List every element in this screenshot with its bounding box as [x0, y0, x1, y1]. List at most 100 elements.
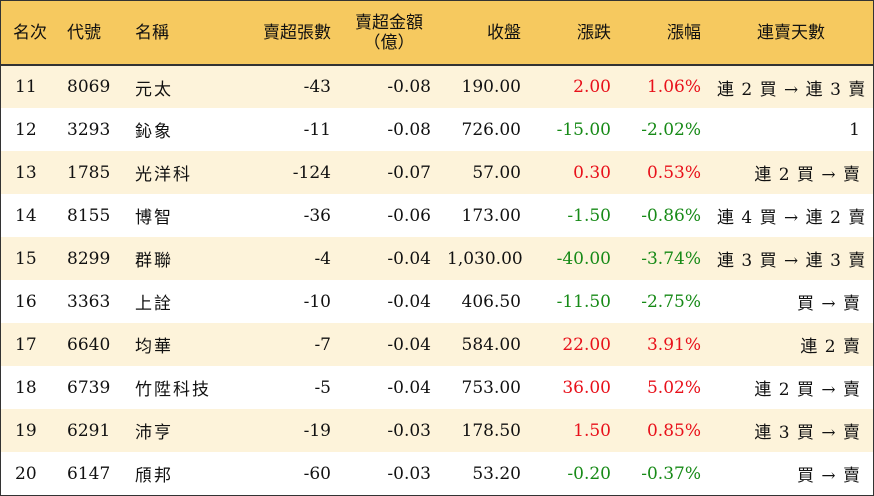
cell-change: 2.00	[573, 77, 611, 97]
cell-name: 群聯	[135, 251, 173, 271]
table-row: 14 8155 博智 -36 -0.06 173.00 -1.50 -0.86%…	[1, 194, 873, 237]
cell-rank: 12	[15, 119, 37, 140]
cell-code: 1785	[67, 162, 111, 183]
cell-net-sell-lots: -4	[314, 248, 331, 269]
header-close: 收盤	[487, 22, 521, 43]
header-net-sell-lots: 賣超張數	[263, 22, 331, 43]
cell-net-sell-lots: -11	[303, 119, 331, 140]
cell-name: 均華	[135, 337, 173, 357]
table-header-row: 名次 代號 名稱 賣超張數 賣超金額 （億） 收盤 漲跌 漲幅 連賣天數	[1, 1, 873, 65]
cell-net-sell-amount: -0.07	[387, 162, 431, 183]
header-net-sell-amount-line2: （億）	[363, 32, 415, 53]
cell-rank: 15	[15, 248, 37, 269]
cell-close: 584.00	[461, 334, 521, 355]
table-row: 15 8299 群聯 -4 -0.04 1,030.00 -40.00 -3.7…	[1, 237, 873, 280]
cell-name: 鈊象	[135, 122, 173, 142]
header-name: 名稱	[135, 22, 169, 43]
cell-name: 沛亨	[135, 423, 173, 443]
cell-change: -0.20	[567, 463, 611, 484]
table-row: 20 6147 頎邦 -60 -0.03 53.20 -0.20 -0.37% …	[1, 452, 873, 495]
cell-close: 173.00	[461, 205, 521, 226]
cell-streak: 連 2 買 → 連 3 賣	[717, 79, 867, 100]
cell-streak: 買 → 賣	[796, 466, 861, 486]
cell-change: 36.00	[562, 377, 611, 398]
cell-code: 6640	[67, 334, 111, 355]
table-row: 18 6739 竹陞科技 -5 -0.04 753.00 36.00 5.02%…	[1, 366, 873, 409]
cell-net-sell-amount: -0.08	[387, 77, 431, 97]
cell-close: 190.00	[461, 77, 521, 97]
cell-net-sell-amount: -0.04	[387, 377, 431, 398]
cell-net-sell-lots: -5	[314, 377, 331, 398]
cell-code: 6147	[67, 463, 111, 484]
header-change-pct: 漲幅	[667, 22, 701, 43]
cell-streak: 連 3 買 → 賣	[754, 423, 861, 443]
cell-rank: 14	[15, 205, 37, 226]
cell-name: 元太	[135, 79, 173, 100]
cell-net-sell-amount: -0.03	[387, 463, 431, 484]
cell-close: 1,030.00	[447, 248, 523, 269]
cell-change: -40.00	[556, 248, 611, 269]
cell-code: 8069	[67, 77, 111, 97]
cell-code: 3363	[67, 291, 111, 312]
cell-net-sell-lots: -43	[303, 77, 331, 97]
cell-streak: 1	[849, 119, 861, 140]
cell-close: 178.50	[461, 420, 521, 441]
cell-code: 6291	[67, 420, 111, 441]
cell-name: 頎邦	[135, 466, 173, 486]
cell-code: 8155	[67, 205, 111, 226]
cell-change: -15.00	[556, 119, 611, 140]
cell-net-sell-amount: -0.03	[387, 420, 431, 441]
cell-close: 726.00	[461, 119, 521, 140]
cell-net-sell-lots: -10	[303, 291, 331, 312]
cell-rank: 16	[15, 291, 37, 312]
cell-change-pct: -0.86%	[641, 205, 701, 226]
cell-change-pct: 1.06%	[646, 77, 701, 97]
cell-change-pct: -0.37%	[641, 463, 701, 484]
cell-streak: 連 3 買 → 連 3 賣	[717, 251, 867, 271]
header-net-sell-amount-line1: 賣超金額	[355, 12, 423, 33]
cell-change: -11.50	[556, 291, 611, 312]
cell-close: 53.20	[472, 463, 521, 484]
cell-net-sell-lots: -124	[292, 162, 331, 183]
cell-rank: 18	[15, 377, 37, 398]
cell-name: 光洋科	[135, 165, 192, 185]
table-row: 19 6291 沛亨 -19 -0.03 178.50 1.50 0.85% 連…	[1, 409, 873, 452]
table-row: 12 3293 鈊象 -11 -0.08 726.00 -15.00 -2.02…	[1, 108, 873, 151]
cell-net-sell-amount: -0.06	[387, 205, 431, 226]
header-rank: 名次	[13, 22, 47, 43]
cell-net-sell-amount: -0.08	[387, 119, 431, 140]
cell-change-pct: 3.91%	[646, 334, 701, 355]
cell-close: 57.00	[472, 162, 521, 183]
cell-net-sell-amount: -0.04	[387, 248, 431, 269]
cell-rank: 17	[15, 334, 37, 355]
cell-rank: 11	[15, 77, 37, 97]
cell-change: -1.50	[567, 205, 611, 226]
cell-streak: 連 4 買 → 連 2 賣	[717, 208, 867, 228]
header-streak: 連賣天數	[757, 22, 825, 43]
cell-change-pct: -2.75%	[641, 291, 701, 312]
table-row: 13 1785 光洋科 -124 -0.07 57.00 0.30 0.53% …	[1, 151, 873, 194]
cell-change-pct: -3.74%	[641, 248, 701, 269]
cell-name: 博智	[135, 208, 173, 228]
cell-change-pct: -2.02%	[641, 119, 701, 140]
cell-name: 上詮	[135, 294, 173, 314]
cell-name: 竹陞科技	[135, 380, 211, 400]
cell-change-pct: 0.53%	[646, 162, 701, 183]
cell-close: 753.00	[461, 377, 521, 398]
cell-close: 406.50	[461, 291, 521, 312]
cell-rank: 20	[15, 463, 37, 484]
header-change: 漲跌	[577, 22, 611, 43]
cell-code: 8299	[67, 248, 111, 269]
cell-rank: 19	[15, 420, 37, 441]
cell-change-pct: 0.85%	[646, 420, 701, 441]
table-row: 11 8069 元太 -43 -0.08 190.00 2.00 1.06% 連…	[1, 65, 873, 108]
cell-streak: 連 2 買 → 賣	[754, 165, 861, 185]
table-row: 16 3363 上詮 -10 -0.04 406.50 -11.50 -2.75…	[1, 280, 873, 323]
cell-net-sell-lots: -60	[303, 463, 331, 484]
cell-streak: 買 → 賣	[796, 294, 861, 314]
cell-net-sell-amount: -0.04	[387, 334, 431, 355]
cell-change: 22.00	[562, 334, 611, 355]
cell-change-pct: 5.02%	[646, 377, 701, 398]
